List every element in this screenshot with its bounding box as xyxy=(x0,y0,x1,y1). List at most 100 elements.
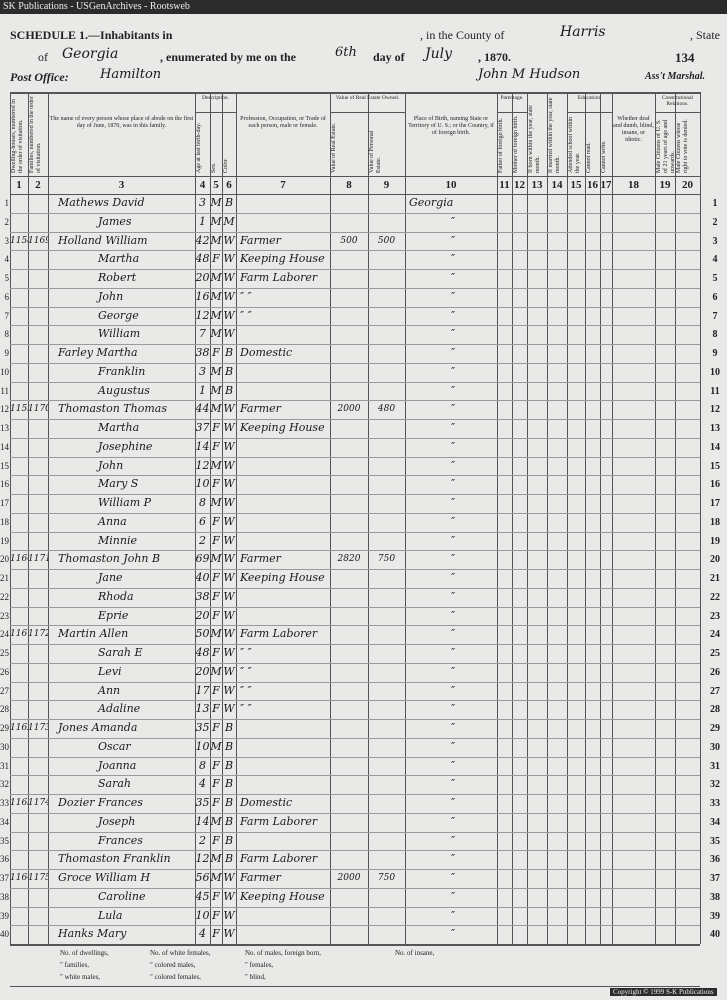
column-header: Profession, Occupation, or Trade of each… xyxy=(240,116,326,129)
column-number: 15 xyxy=(570,179,582,191)
rule xyxy=(10,306,700,308)
birthplace: ″ xyxy=(451,552,456,566)
color: W xyxy=(223,927,235,941)
age: 38 xyxy=(195,346,210,359)
rule xyxy=(10,737,700,739)
rule xyxy=(10,906,700,908)
line-number: 10 xyxy=(0,366,9,377)
sex: F xyxy=(212,833,220,847)
name: Ann xyxy=(98,683,121,697)
line-number: 16 xyxy=(710,479,720,491)
sex: M xyxy=(210,233,222,247)
line-number: 17 xyxy=(710,498,720,509)
line-number: 12 xyxy=(0,404,9,415)
rule xyxy=(10,606,700,608)
name: Martin Allen xyxy=(58,627,129,641)
column-number: 10 xyxy=(445,179,457,191)
sex: M xyxy=(210,383,222,397)
line-number: 7 xyxy=(712,310,718,322)
column-header: Cannot read. xyxy=(586,142,592,173)
family: 1174 xyxy=(28,798,48,808)
footer-label: No. of insane, xyxy=(395,949,435,957)
personal-estate: 480 xyxy=(377,404,396,415)
age: 1 xyxy=(199,214,206,228)
line-number: 14 xyxy=(0,441,9,452)
occupation: ″ ″ xyxy=(240,702,252,716)
column-header: Mother of foreign birth. xyxy=(513,115,519,173)
column-number: 11 xyxy=(499,179,510,191)
rule xyxy=(368,92,369,944)
rule xyxy=(210,92,211,944)
age: 48 xyxy=(195,646,210,659)
name: Rhoda xyxy=(98,589,134,603)
color: B xyxy=(224,852,234,866)
line-number: 26 xyxy=(710,666,720,678)
color: B xyxy=(224,814,234,828)
birthplace: ″ xyxy=(451,777,456,791)
line-number: 36 xyxy=(0,854,9,865)
rule xyxy=(585,92,586,944)
color: W xyxy=(223,871,235,884)
name: Martha xyxy=(98,252,140,266)
rule xyxy=(10,986,700,987)
line-number: 9 xyxy=(712,348,718,359)
sex: M xyxy=(210,814,222,828)
line-number: 26 xyxy=(0,666,9,677)
rule xyxy=(10,662,700,664)
line-number: 27 xyxy=(710,685,720,697)
birthplace: ″ xyxy=(451,533,456,547)
name: Holland William xyxy=(58,233,148,247)
age: 35 xyxy=(195,796,210,809)
name: Joseph xyxy=(98,814,136,828)
name: John xyxy=(98,289,124,303)
personal-estate: 750 xyxy=(377,554,396,565)
rule xyxy=(48,92,49,944)
birthplace: ″ xyxy=(451,383,456,397)
name: Eprie xyxy=(98,608,129,622)
birthplace: ″ xyxy=(451,402,456,416)
name: Levi xyxy=(98,664,122,678)
occupation: Keeping House xyxy=(240,889,325,903)
name: Martha xyxy=(98,421,140,434)
color: B xyxy=(224,383,234,397)
sex: M xyxy=(210,196,222,209)
day-of-label: day of xyxy=(373,50,405,64)
birthplace: ″ xyxy=(451,721,456,734)
group-header: Value of Real Estate Owned. xyxy=(335,95,400,101)
sex: F xyxy=(212,721,220,734)
birthplace: ″ xyxy=(451,571,456,584)
column-number: 7 xyxy=(280,179,286,191)
name: Anna xyxy=(98,514,127,528)
age: 45 xyxy=(195,889,210,903)
rule xyxy=(600,92,601,944)
color: W xyxy=(223,477,235,491)
rule xyxy=(10,719,700,720)
birthplace: ″ xyxy=(451,496,456,509)
occupation: Farmer xyxy=(240,402,281,416)
color: W xyxy=(223,908,235,922)
column-number: 1 xyxy=(16,179,22,191)
sex: M xyxy=(210,308,222,322)
birthplace: ″ xyxy=(451,852,456,866)
enumerated-label: , enumerated by me on the xyxy=(160,50,296,64)
rule xyxy=(222,92,223,944)
schedule-label: SCHEDULE 1.—Inhabitants in xyxy=(10,28,173,42)
line-number: 1 xyxy=(4,198,10,208)
rule xyxy=(10,92,700,94)
rule xyxy=(10,456,700,458)
color: W xyxy=(223,702,235,716)
name: Lula xyxy=(98,908,123,922)
occupation: Domestic Servant xyxy=(240,796,293,809)
occupation: Farm Laborer xyxy=(240,814,318,828)
rule xyxy=(330,92,331,944)
age: 16 xyxy=(195,289,210,303)
color: W xyxy=(223,271,235,284)
birthplace: ″ xyxy=(451,439,456,453)
column-number: 5 xyxy=(213,179,219,191)
color: B xyxy=(224,346,234,359)
line-number: 22 xyxy=(0,591,9,602)
column-number: 9 xyxy=(383,179,390,191)
column-number: 2 xyxy=(35,179,41,191)
column-header: Whether deaf and dumb, blind, insane, or… xyxy=(613,116,654,143)
